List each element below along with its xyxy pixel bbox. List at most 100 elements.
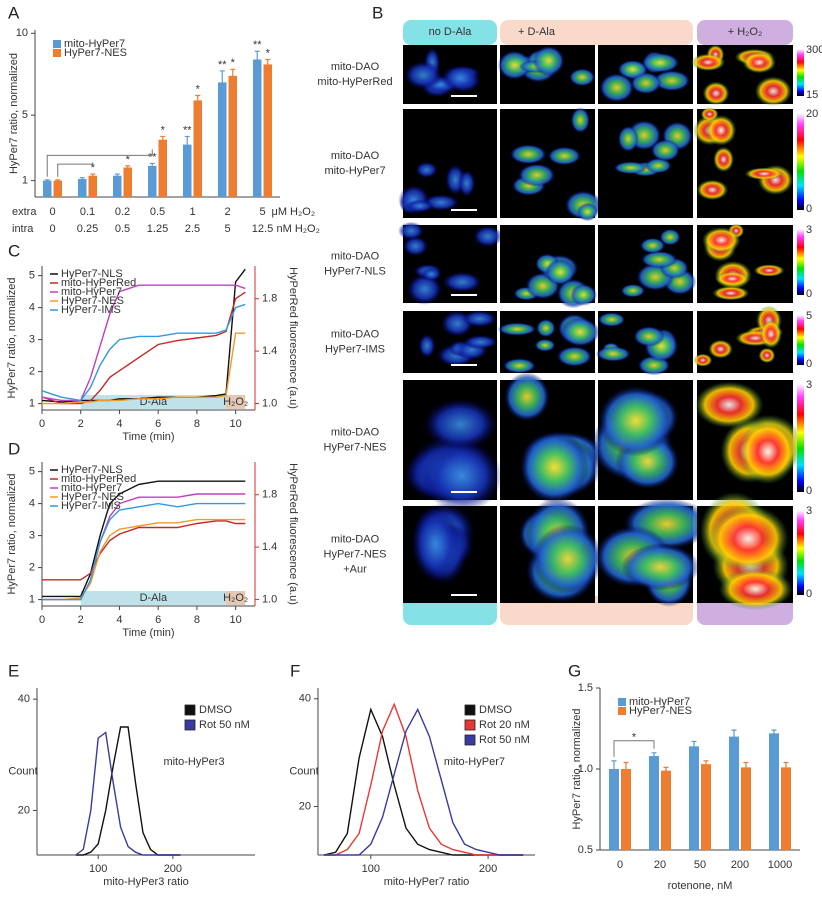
row-label: mito-DAO [331, 61, 380, 73]
bar [228, 75, 237, 197]
y-axis-title: HyPer7 ratio, normalized [6, 473, 18, 594]
cell [402, 236, 429, 257]
bracket [46, 149, 153, 177]
legend-label: mito-HyPer7 [629, 696, 690, 708]
colorbar-max: 20 [806, 108, 818, 120]
bar [741, 767, 751, 850]
cell [404, 60, 443, 90]
colorbar [797, 113, 804, 210]
error-bar [703, 760, 709, 768]
series-line [42, 332, 246, 405]
legend-label: HyPer7-IMS [61, 304, 121, 316]
significance-mark: ** [183, 124, 192, 136]
annotation-band [225, 591, 246, 605]
column-header-bg [697, 20, 793, 45]
cell [718, 568, 793, 610]
column-footer-bg [500, 596, 693, 625]
bar [158, 139, 167, 197]
x-tick-label: 4 [116, 418, 122, 430]
bar [88, 175, 97, 197]
cell [570, 283, 597, 306]
cell [754, 76, 792, 107]
x-axis-title: Time (min) [122, 627, 174, 639]
cell [418, 333, 436, 358]
legend-label: DMSO [479, 704, 512, 716]
legend-label: Rot 50 nM [479, 734, 530, 746]
x-row-unit-2: nM H₂O₂ [277, 223, 320, 235]
cell [617, 125, 639, 153]
y-tick-label: 5 [29, 466, 35, 478]
cell [694, 381, 764, 429]
bar [661, 770, 671, 850]
legend-swatch [618, 707, 626, 715]
error-bar [44, 179, 50, 182]
series-line [41, 303, 246, 402]
x-tick-label: 6 [155, 418, 161, 430]
bar [148, 165, 157, 197]
cell [421, 267, 442, 282]
error-bar [184, 135, 190, 153]
x-tick-label: 0 [39, 418, 45, 430]
series-line [323, 707, 524, 856]
cell [518, 163, 556, 187]
cell [405, 199, 434, 213]
column-header: + D-Ala [518, 26, 556, 38]
colorbar [797, 229, 804, 295]
panel-label: B [372, 3, 383, 22]
cell [650, 139, 681, 162]
x-row-label: extra [12, 206, 37, 218]
inset-label: mito-HyPer7 [444, 756, 505, 768]
cell [462, 334, 499, 350]
annotation-label: H₂O₂ [223, 396, 248, 408]
bar [769, 733, 779, 850]
y-tick-label: 5 [29, 270, 35, 282]
row-label: mito-DAO [331, 328, 380, 340]
bracket [57, 162, 94, 177]
y2-tick-label: 1.4 [262, 541, 277, 553]
y2-axis-title: HyPerRed fluorescence (a.u) [287, 267, 299, 409]
x-tick-label-2: 0 [49, 223, 55, 235]
cell [708, 339, 733, 359]
x-tick-label: 0 [617, 859, 623, 871]
legend-swatch [184, 719, 196, 731]
error-bar [254, 50, 260, 68]
y-tick-label: 0.5 [578, 844, 593, 856]
error-bar [731, 729, 737, 744]
cell [613, 161, 648, 174]
panel-label: C [8, 241, 20, 260]
y-tick-label: 1 [22, 175, 28, 187]
x-tick-label: 1000 [768, 859, 792, 871]
cell [659, 228, 681, 246]
bracket [613, 740, 655, 757]
cell [534, 338, 556, 352]
significance-mark: * [126, 154, 131, 166]
x-axis-title: mito-HyPer3 ratio [103, 876, 189, 888]
significance-mark: ** [218, 59, 227, 71]
y2-tick-label: 1.4 [262, 345, 277, 357]
significance-mark: * [161, 124, 166, 136]
error-bar [623, 761, 629, 776]
error-bar [611, 760, 617, 778]
cell [473, 225, 503, 248]
y-tick-label: 4 [29, 498, 35, 510]
legend-label: HyPer7-IMS [61, 500, 121, 512]
y-tick-label: 40 [18, 693, 30, 705]
y-axis-title: Count [8, 765, 37, 777]
x-tick-label-2: 0.25 [77, 223, 98, 235]
legend-swatch [618, 698, 626, 706]
cell [411, 507, 460, 581]
y-axis-title: HyPer7 ratio, normalized [571, 708, 583, 829]
x-tick-label: 2 [224, 206, 230, 218]
legend-label: HyPer7-NLS [61, 268, 123, 280]
bar [609, 769, 619, 850]
error-bar [771, 729, 777, 737]
error-bar [663, 766, 669, 774]
y-tick-label: 2 [29, 562, 35, 574]
y2-axis-title: HyPerRed fluorescence (a.u) [287, 463, 299, 605]
y-tick-label: 1.0 [578, 763, 593, 775]
error-bar [160, 135, 166, 143]
x-axis-title: mito-HyPer7 ratio [384, 876, 470, 888]
cell [536, 318, 556, 338]
column-footer-bg [403, 596, 497, 625]
